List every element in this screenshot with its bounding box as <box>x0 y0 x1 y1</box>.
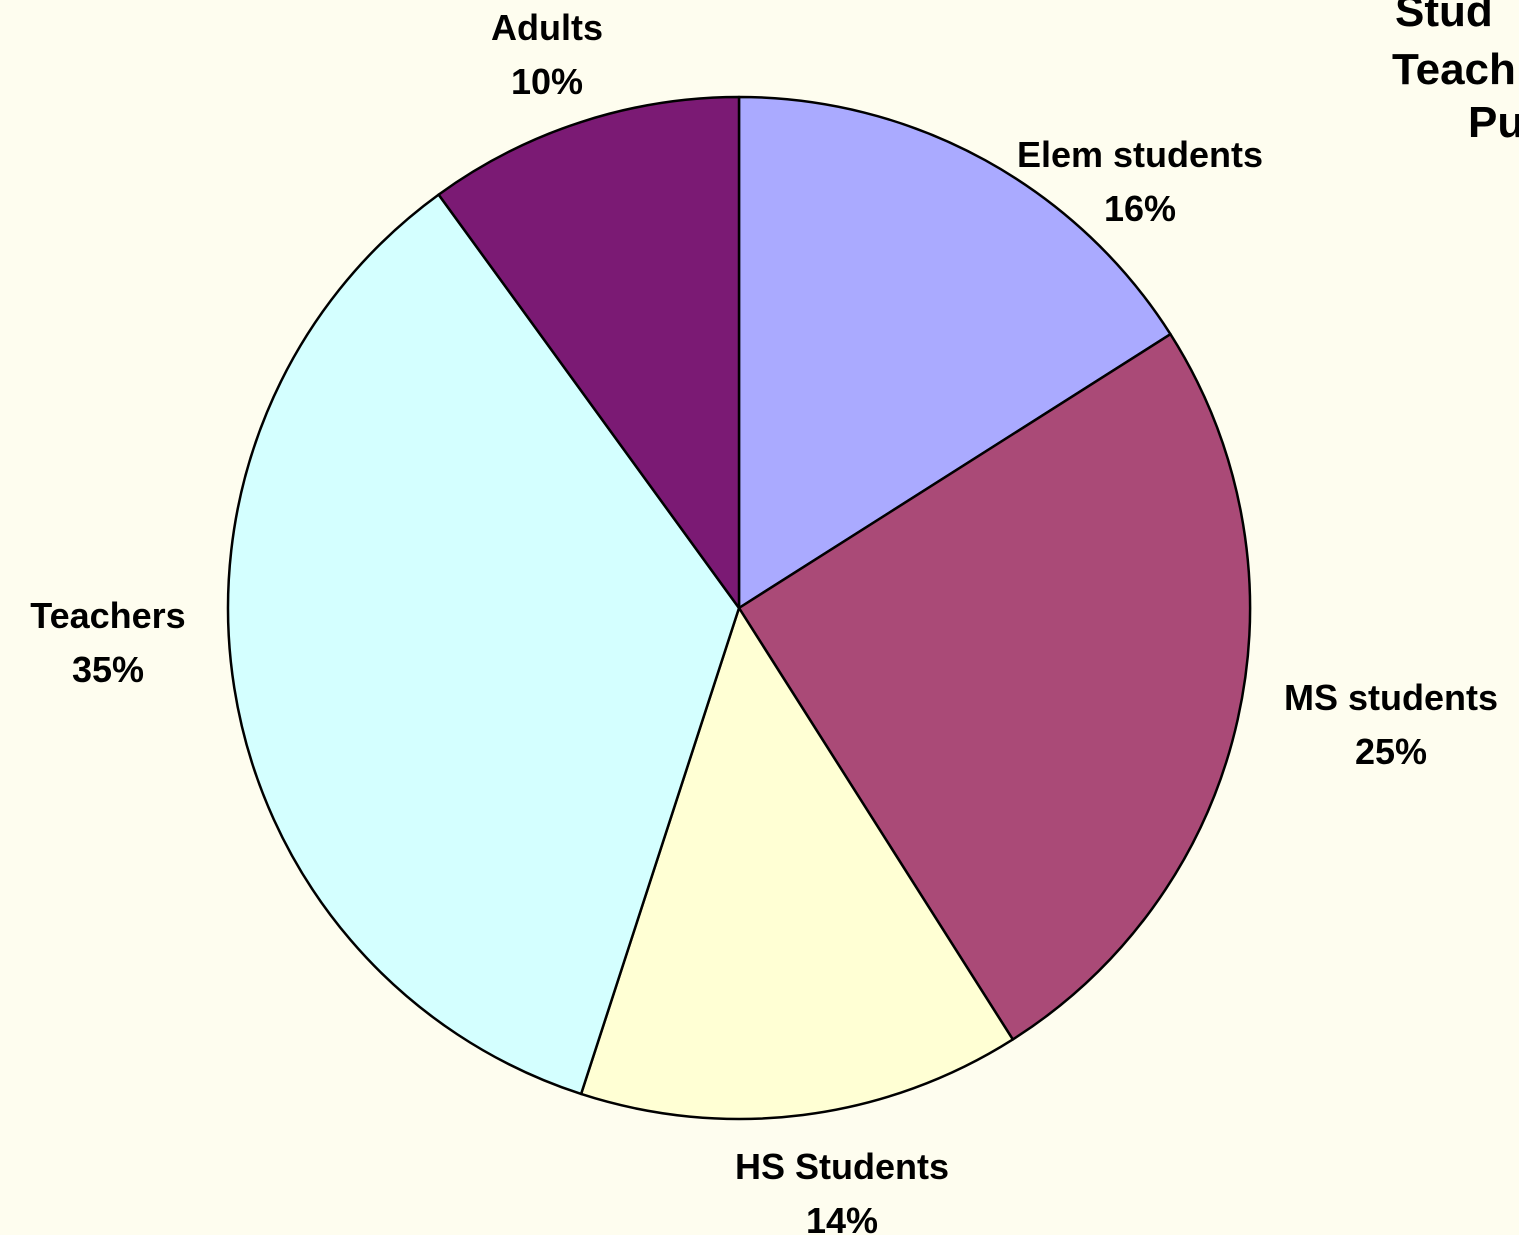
pie-slice-hs-students <box>579 606 1015 1121</box>
chart-title: Stud Teach Pu <box>1392 0 1519 147</box>
slice-label-percent: 16% <box>1104 188 1176 229</box>
slice-label-percent: 25% <box>1355 731 1427 772</box>
slice-label-name: MS students <box>1284 677 1498 718</box>
slice-label-name: HS Students <box>735 1146 949 1187</box>
slice-labels: Elem students 16% MS students 25% HS Student… <box>30 7 1498 1235</box>
pie-slice-teachers <box>226 193 741 1096</box>
slice-label-name: Adults <box>491 7 603 48</box>
pie-slice-ms-students <box>737 332 1252 1041</box>
chart-title-line-3: Pu <box>1468 98 1519 147</box>
slice-label-name: Teachers <box>30 595 185 636</box>
slice-label-percent: 10% <box>511 61 583 102</box>
slice-label-name: Elem students <box>1017 134 1263 175</box>
chart-title-line-2: Teach <box>1392 45 1516 94</box>
pie-slices <box>226 95 1252 1121</box>
slice-label-percent: 35% <box>72 649 144 690</box>
chart-title-line-1: Stud <box>1395 0 1493 36</box>
pie-slice-adults <box>437 95 741 610</box>
pie-slice-elem-students <box>737 95 1172 610</box>
slice-label-percent: 14% <box>806 1200 878 1235</box>
